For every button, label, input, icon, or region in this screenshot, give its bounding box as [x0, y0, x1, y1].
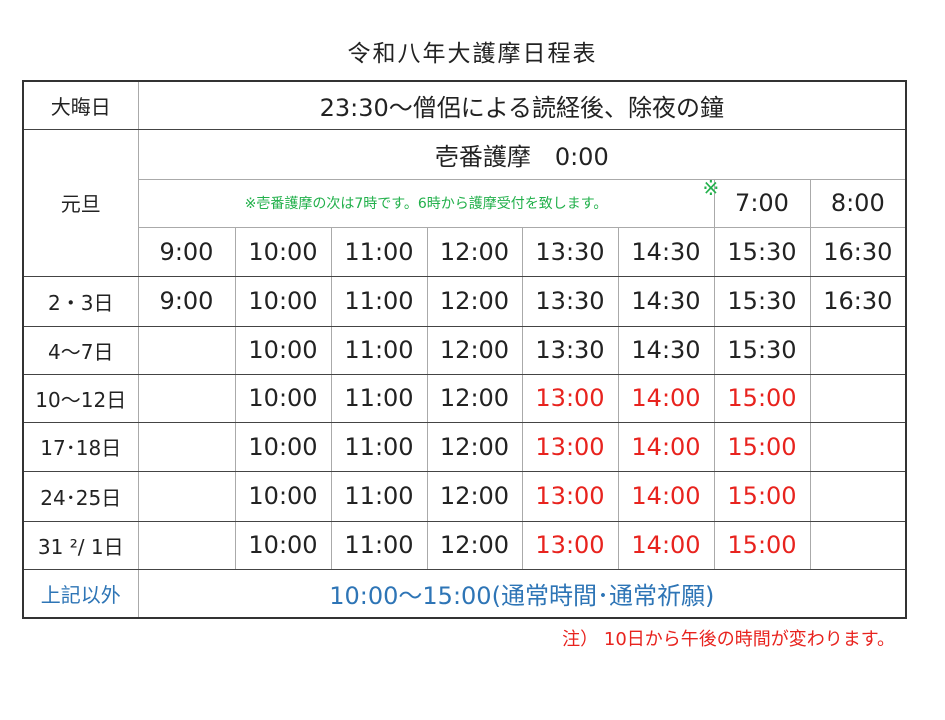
- time-cell: 11:00: [330, 275, 428, 327]
- time-cell: 8:00: [809, 178, 907, 228]
- time-cell: 14:00: [617, 470, 715, 522]
- time-cell: 16:30: [809, 226, 907, 277]
- time-cell: 12:00: [426, 226, 523, 277]
- time-cell: 14:30: [617, 325, 715, 375]
- row-label: 24･25日: [22, 470, 139, 522]
- time-cell: [809, 520, 907, 570]
- time-cell: 13:30: [521, 226, 619, 277]
- first-goma: 壱番護摩 0:00: [137, 128, 907, 180]
- row-label: 17･18日: [22, 421, 139, 472]
- row-ganjitsu-times: 9:00 10:00 11:00 12:00 13:30 14:30 15:30 16:30: [23, 226, 907, 277]
- row-label: 2・3日: [22, 275, 139, 327]
- time-cell: [137, 520, 236, 570]
- time-cell: 13:00: [521, 421, 619, 472]
- time-cell: 15:00: [713, 373, 811, 423]
- time-cell: [137, 325, 236, 375]
- time-cell: 9:00: [137, 275, 236, 327]
- time-cell: 10:00: [234, 421, 332, 472]
- time-cell: [809, 470, 907, 522]
- time-cell: 14:00: [617, 373, 715, 423]
- time-cell: [137, 421, 236, 472]
- row-label: 元旦: [22, 128, 139, 277]
- time-cell: 11:00: [330, 226, 428, 277]
- omisoka-text: 23:30〜僧侶による読経後、除夜の鐘: [137, 80, 907, 130]
- time-cell: 14:00: [617, 520, 715, 570]
- time-cell: 16:30: [809, 275, 907, 327]
- time-cell: 13:30: [521, 275, 619, 327]
- schedule-table: 大晦日 23:30〜僧侶による読経後、除夜の鐘 元旦 壱番護摩 0:00 ※壱番…: [22, 80, 908, 619]
- ganjitsu-note: ※壱番護摩の次は7時です。6時から護摩受付を致します。: [137, 178, 715, 228]
- time-cell: 10:00: [234, 226, 332, 277]
- row-label: 10〜12日: [22, 373, 139, 423]
- time-cell: [809, 373, 907, 423]
- time-cell: 13:00: [521, 520, 619, 570]
- time-cell: 15:30: [713, 275, 811, 327]
- time-cell: 12:00: [426, 373, 523, 423]
- time-cell: 11:00: [330, 520, 428, 570]
- row-omisoka: 大晦日 23:30〜僧侶による読経後、除夜の鐘: [22, 80, 907, 130]
- time-cell: 11:00: [330, 421, 428, 472]
- row-d1012: 10〜12日 10:00 11:00 12:00 13:00 14:00 15:00: [22, 373, 907, 423]
- time-cell: 11:00: [330, 373, 428, 423]
- time-cell: 12:00: [426, 470, 523, 522]
- row-label: 大晦日: [22, 80, 139, 130]
- row-d2425: 24･25日 10:00 11:00 12:00 13:00 14:00 15:00: [22, 470, 907, 522]
- row-d31: 31 ²/ 1日 10:00 11:00 12:00 13:00 14:00 15:00: [22, 520, 907, 570]
- time-cell: 10:00: [234, 520, 332, 570]
- time-cell: 10:00: [234, 373, 332, 423]
- time-cell: 10:00: [234, 325, 332, 375]
- time-cell: 10:00: [234, 470, 332, 522]
- time-cell: 11:00: [330, 325, 428, 375]
- row-ganjitsu: 元旦 壱番護摩 0:00: [22, 128, 907, 277]
- time-cell: 13:00: [521, 373, 619, 423]
- time-cell: 11:00: [330, 470, 428, 522]
- row-d1718: 17･18日 10:00 11:00 12:00 13:00 14:00 15:00: [22, 421, 907, 472]
- time-cell: [137, 373, 236, 423]
- footnote: 注） 10日から午後の時間が変わります。: [562, 629, 895, 650]
- time-cell: 14:30: [617, 275, 715, 327]
- time-cell: 13:30: [521, 325, 619, 375]
- page-title: 令和八年大護摩日程表: [347, 41, 598, 67]
- row-other: 上記以外 10:00〜15:00(通常時間･通常祈願): [22, 568, 907, 619]
- row-d23: 2・3日 9:00 10:00 11:00 12:00 13:30 14:30 15:30 16…: [22, 275, 907, 327]
- time-cell: 9:00: [137, 226, 236, 277]
- row-label: 上記以外: [22, 568, 139, 619]
- time-cell: 15:00: [713, 421, 811, 472]
- note-mark: ※: [702, 175, 720, 200]
- time-cell: 15:00: [713, 470, 811, 522]
- time-cell: 15:00: [713, 520, 811, 570]
- row-d47: 4〜7日 10:00 11:00 12:00 13:30 14:30 15:30: [22, 325, 907, 375]
- time-cell: 10:00: [234, 275, 332, 327]
- time-cell: [137, 470, 236, 522]
- row-label: 4〜7日: [22, 325, 139, 375]
- time-cell: 14:30: [617, 226, 715, 277]
- row-label: 31 ²/ 1日: [22, 520, 139, 570]
- time-cell: 15:30: [713, 226, 811, 277]
- time-cell: 12:00: [426, 275, 523, 327]
- time-cell: 13:00: [521, 470, 619, 522]
- time-cell: 15:30: [713, 325, 811, 375]
- time-cell: [809, 421, 907, 472]
- time-cell: [809, 325, 907, 375]
- other-text: 10:00〜15:00(通常時間･通常祈願): [137, 568, 907, 619]
- time-cell: 14:00: [617, 421, 715, 472]
- time-cell: ※ 7:00: [703, 176, 811, 228]
- time-cell: 12:00: [426, 325, 523, 375]
- time-cell: 12:00: [426, 421, 523, 472]
- time-cell: 12:00: [426, 520, 523, 570]
